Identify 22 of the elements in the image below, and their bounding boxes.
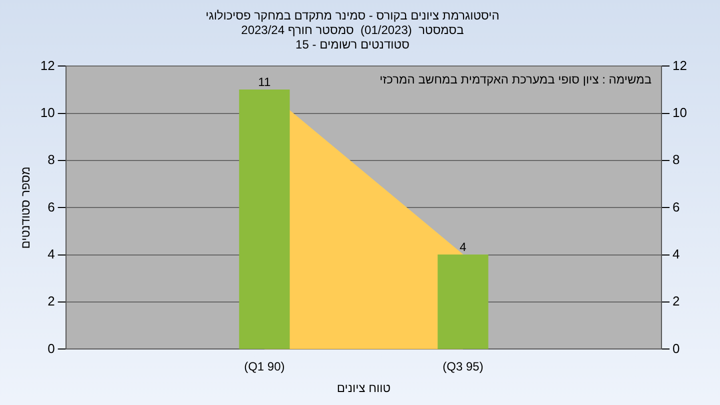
y-tick-label: 4 xyxy=(48,246,55,262)
chart-title: היסטוגרמת ציונים בקורס - סמינר מתקדם במחקר פסיכולוגי בסמסטר (01/2023) סמסטר חורף 2023/24 סטודנטים רשומים - 15 xyxy=(206,8,500,52)
data-label: 4 xyxy=(460,240,467,254)
y-tick-label: 10 xyxy=(40,104,55,120)
y2-tick-label: 12 xyxy=(672,58,688,73)
y-tick-label: 2 xyxy=(48,294,55,309)
y2-tick-label: 2 xyxy=(672,294,680,309)
y-tick-label: 6 xyxy=(48,199,55,214)
y2-tick-label: 0 xyxy=(672,340,680,356)
x-axis-title: טווח ציונים xyxy=(336,381,391,396)
y-tick-label: 8 xyxy=(48,152,55,168)
x-tick-label: (Q3 95) xyxy=(442,360,484,374)
y2-tick-label: 4 xyxy=(672,246,680,262)
y-axis-title: מספר סטודנטים xyxy=(18,166,33,249)
x-tick-label: (Q1 90) xyxy=(244,360,285,374)
data-label: 11 xyxy=(258,75,271,90)
annotation: במשימה : ציון סופי במערכת האקדמית במחשב המרכזי xyxy=(380,72,652,87)
y2-tick-label: 6 xyxy=(672,199,680,214)
y2-tick-label: 10 xyxy=(672,104,688,120)
y2-tick-label: 8 xyxy=(672,152,680,168)
y-tick-label: 12 xyxy=(40,58,55,73)
y-tick-label: 0 xyxy=(48,340,55,356)
